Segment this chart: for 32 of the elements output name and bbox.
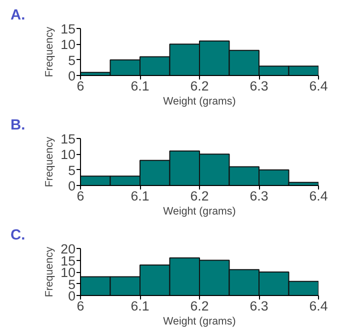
- x-axis-title: Weight (grams): [163, 96, 236, 108]
- y-tick-label: 5: [68, 52, 76, 68]
- y-tick-label: 0: [68, 178, 76, 194]
- x-tick-label: 6.1: [130, 188, 150, 204]
- x-tick-label: 6.4: [309, 78, 328, 94]
- y-tick-label: 15: [60, 22, 76, 36]
- chart-title: C.: [10, 228, 26, 244]
- x-tick-label: 6: [76, 298, 84, 314]
- x-tick-label: 6.1: [130, 298, 150, 314]
- y-axis-title: Frequency: [44, 136, 56, 188]
- y-tick-label: 10: [60, 147, 76, 162]
- y-axis-title: Frequency: [44, 26, 56, 78]
- x-tick-label: 6.2: [190, 298, 209, 314]
- x-tick-label: 6.2: [190, 78, 209, 94]
- y-axis-title: Frequency: [44, 246, 56, 298]
- x-tick-label: 6.4: [309, 188, 328, 204]
- y-tick-label: 10: [60, 37, 76, 52]
- x-tick-label: 6: [76, 78, 84, 94]
- x-tick-label: 6.3: [250, 298, 268, 314]
- chart-title: B.: [10, 118, 26, 134]
- x-tick-label: 6.4: [309, 298, 328, 314]
- chart-title: A.: [10, 8, 26, 24]
- x-tick-label: 6.3: [250, 188, 268, 204]
- x-tick-label: 6.2: [190, 188, 209, 204]
- y-tick-label: 15: [60, 132, 76, 146]
- x-axis-title: Weight (grams): [163, 316, 236, 328]
- x-axis-title: Weight (grams): [163, 206, 236, 218]
- y-tick-label: 0: [68, 68, 76, 84]
- x-tick-label: 6.1: [130, 78, 150, 94]
- x-tick-label: 6.3: [250, 78, 268, 94]
- x-tick-label: 6: [76, 188, 84, 204]
- y-tick-label: 5: [68, 162, 76, 178]
